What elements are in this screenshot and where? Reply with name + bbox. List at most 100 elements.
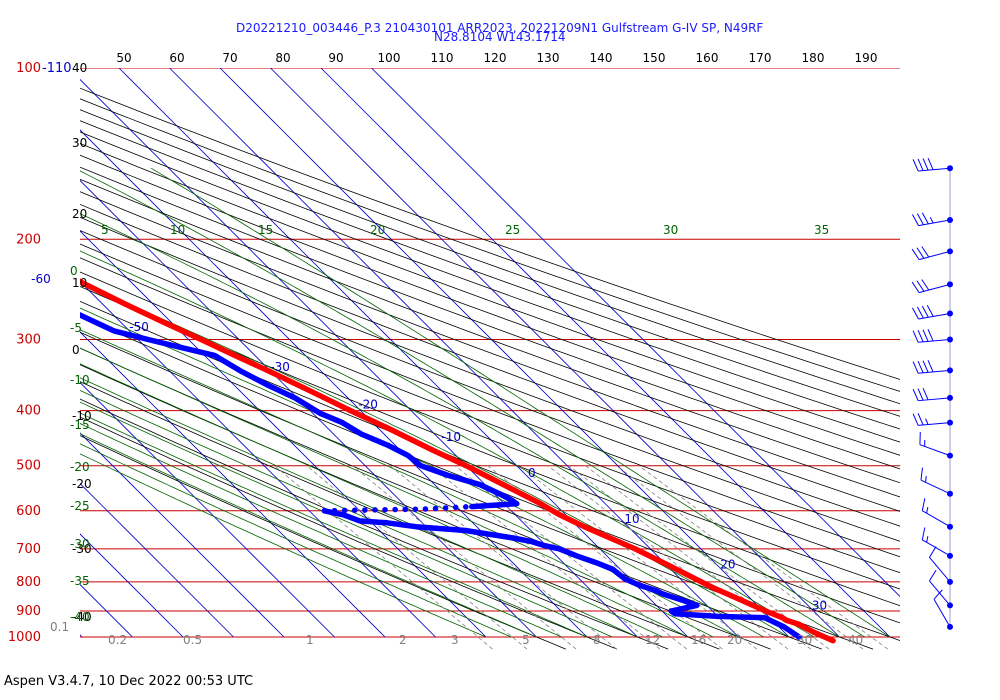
wind-barb (912, 212, 953, 227)
moist-adiabat-label: -30 (70, 537, 90, 551)
wind-barb (912, 305, 953, 320)
mixing-ratio-label: 0.1 (50, 620, 69, 634)
mixing-ratio-line (487, 465, 723, 650)
dewpoint-profile-upper (80, 311, 520, 510)
wind-barb-feather (921, 498, 926, 511)
wind-barb-shaft (918, 167, 951, 172)
dry-adiabat (80, 416, 618, 650)
wind-barb-shaft (918, 397, 951, 402)
wind-barb-feather (917, 330, 924, 343)
top-axis-tick: 170 (749, 51, 772, 65)
dry-adiabat-label: 10 (72, 276, 87, 290)
isotherm-line (80, 129, 588, 638)
wind-barb-half-feather (929, 217, 934, 224)
dry-adiabat (80, 316, 900, 641)
isotherm-label: 30 (812, 598, 827, 612)
dry-adiabat (80, 300, 900, 624)
dry-adiabat (80, 191, 900, 498)
wind-barb-feather (916, 213, 924, 225)
isotherm-line (80, 482, 234, 638)
wind-barb-feather (927, 360, 934, 373)
wind-barb-shaft (920, 479, 951, 495)
isotherm-line (118, 68, 689, 638)
mixing-ratio-label: 5 (522, 633, 530, 647)
isotherm-label: -30 (270, 360, 290, 374)
wind-barb-feather (917, 360, 924, 373)
wind-barb-feather (922, 360, 929, 373)
wind-barb (911, 279, 953, 294)
mixing-ratio-label: 16 (691, 633, 706, 647)
dry-adiabat (80, 166, 900, 470)
dry-adiabat (80, 271, 900, 590)
dry-adiabat (80, 120, 900, 417)
dry-adiabat (80, 230, 900, 542)
top-axis-tick: 130 (537, 51, 560, 65)
chart-title-line2: N28.8104 W143.1714 (434, 30, 566, 44)
dry-adiabat (80, 203, 900, 512)
footer-version: Aspen V3.4.7, 10 Dec 2022 00:53 UTC (4, 674, 254, 689)
isotherm-line (371, 68, 900, 598)
mixing-ratio-line (616, 465, 864, 650)
wind-barb (919, 432, 953, 459)
pressure-tick-label: 500 (16, 459, 41, 474)
moist-adiabat-label: -25 (70, 499, 90, 513)
moist-adiabat (80, 389, 638, 638)
wind-barb-feather (912, 330, 919, 343)
moist-adiabat (80, 433, 537, 638)
top-axis-tick: 60 (169, 51, 184, 65)
wind-barb-feather (921, 527, 926, 540)
pressure-tick-label: 1000 (8, 630, 41, 645)
wind-barb-feather (912, 388, 919, 401)
top-axis-tick: 160 (696, 51, 719, 65)
moist-adiabat (80, 453, 487, 638)
mixing-ratio-label: 20 (727, 633, 742, 647)
isotherm-line (320, 68, 891, 638)
mixing-ratio-label: 0.5 (183, 633, 202, 647)
moist-adiabat (80, 401, 613, 638)
dry-adiabat (80, 154, 900, 456)
pressure-tick-label: 700 (16, 542, 41, 557)
mixing-ratio-label: 0.2 (108, 633, 127, 647)
top-axis-tick: 180 (802, 51, 825, 65)
isotherm-line (80, 280, 436, 638)
moist-adiabat-top-label: 10 (170, 223, 185, 237)
isotherm-label: -60 (31, 272, 51, 286)
wind-barb-feather (917, 388, 924, 401)
wind-barb-half-feather (926, 536, 929, 543)
top-axis-tick: 140 (590, 51, 613, 65)
dry-adiabat (80, 331, 874, 650)
dewpoint-profile-dotted (321, 503, 475, 514)
top-axis-tick: 190 (855, 51, 878, 65)
wind-barb (921, 527, 953, 559)
moist-adiabat (80, 443, 512, 638)
mixing-ratio-line (547, 465, 789, 650)
dry-adiabat (80, 381, 720, 650)
wind-barb-feather (922, 329, 929, 342)
temperature-profile (80, 278, 836, 644)
pressure-tick-label: 200 (16, 232, 41, 247)
wind-barb-feather (911, 281, 920, 293)
wind-barb-shaft (918, 338, 951, 343)
mixing-ratio-label: 3 (451, 633, 459, 647)
mixing-ratio-line (306, 465, 528, 650)
wind-barb-shaft (929, 557, 951, 583)
wind-barb-feather (927, 157, 934, 170)
dry-adiabat (80, 347, 822, 650)
mixing-ratio-line (454, 465, 688, 650)
top-axis-tick: 90 (328, 51, 343, 65)
mixing-ratio-line (352, 465, 577, 650)
moist-adiabat-label: -35 (70, 574, 90, 588)
wind-barb-half-feather (925, 418, 929, 425)
wind-barb-feather (921, 212, 929, 225)
isotherm-label-top: -110 (42, 61, 72, 76)
mixing-ratio-label: 1 (306, 633, 314, 647)
pressure-tick-label: 800 (16, 575, 41, 590)
moist-adiabat-top-label: 35 (814, 223, 829, 237)
isotherm-line (80, 78, 638, 638)
wind-barb-shaft (919, 444, 951, 457)
dry-adiabat (80, 243, 900, 558)
isotherm-line (80, 179, 537, 638)
wind-barb-feather (917, 158, 924, 171)
top-axis-tick: 120 (484, 51, 507, 65)
wind-barb (912, 329, 953, 343)
